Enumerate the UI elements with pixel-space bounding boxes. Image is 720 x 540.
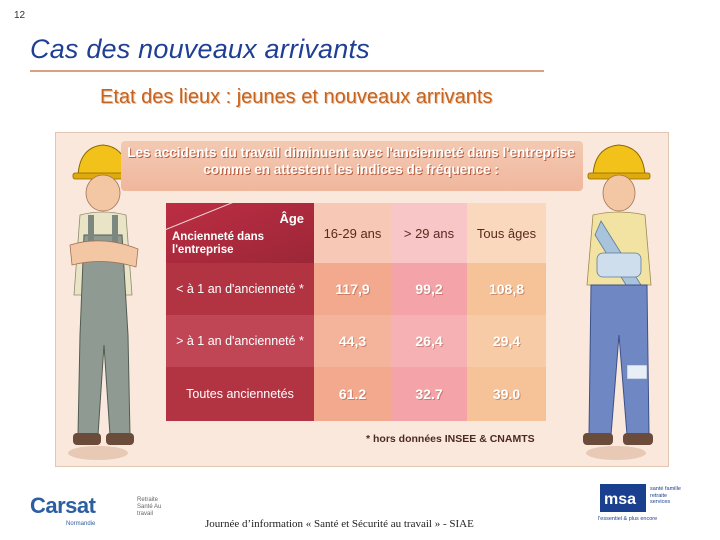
carsat-logo: Carsat Retraite Santé Au travail Normand… (30, 493, 161, 527)
msa-logo-slogan: l'essentiel & plus encore (598, 516, 658, 522)
carsat-logo-tagline: Retraite Santé Au travail (137, 497, 162, 517)
column-header-16-29: 16-29 ans (314, 203, 391, 263)
table-cell: 29,4 (467, 315, 546, 367)
worker-right-illustration (583, 144, 653, 460)
corner-seniority-label: Ancienneté dans l'entreprise (172, 231, 265, 256)
msa-logo-tagline: santé famille retraite services (650, 486, 681, 505)
infographic-panel: Les accidents du travail diminuent avec … (55, 132, 669, 467)
table-cell: 61.2 (314, 367, 391, 421)
slide-title: Cas des nouveaux arrivants (30, 34, 370, 64)
table-cell: 26,4 (391, 315, 467, 367)
table-cell: 108,8 (467, 263, 546, 315)
table-cell: 44,3 (314, 315, 391, 367)
table-corner-header: Âge Ancienneté dans l'entreprise (166, 203, 314, 263)
column-header-all-ages: Tous âges (467, 203, 546, 263)
table-cell: 99,2 (391, 263, 467, 315)
table-cell: 39.0 (467, 367, 546, 421)
row-header-under-1-year: < à 1 an d'ancienneté * (166, 263, 314, 315)
carsat-logo-wordmark: Carsat (30, 493, 96, 518)
svg-text:msa: msa (604, 491, 636, 508)
slide-number: 12 (14, 10, 26, 21)
title-underline (30, 70, 544, 72)
banner-line-2: comme en attestent les indices de fréque… (203, 162, 499, 177)
worker-left-illustration (68, 144, 139, 460)
table-cell: 117,9 (314, 263, 391, 315)
frequency-table: Âge Ancienneté dans l'entreprise 16-29 a… (166, 203, 546, 421)
banner-background (121, 141, 583, 191)
slide-subtitle: Etat des lieux : jeunes et nouveaux arri… (100, 86, 493, 108)
row-header-all-seniority: Toutes anciennetés (166, 367, 314, 421)
table-footnote: * hors données INSEE & CNAMTS (366, 433, 535, 445)
row-header-over-1-year: > à 1 an d'ancienneté * (166, 315, 314, 367)
column-header-over-29: > 29 ans (391, 203, 467, 263)
banner-text: Les accidents du travail diminuent avec … (126, 145, 576, 177)
carsat-logo-region: Normandie (66, 521, 96, 527)
msa-logo-mark: msa (600, 484, 646, 512)
table-cell: 32.7 (391, 367, 467, 421)
corner-age-label: Âge (279, 211, 304, 226)
footer-event-text: Journée d’information « Santé et Sécurit… (205, 518, 474, 530)
banner-line-1: Les accidents du travail diminuent avec … (127, 145, 575, 160)
